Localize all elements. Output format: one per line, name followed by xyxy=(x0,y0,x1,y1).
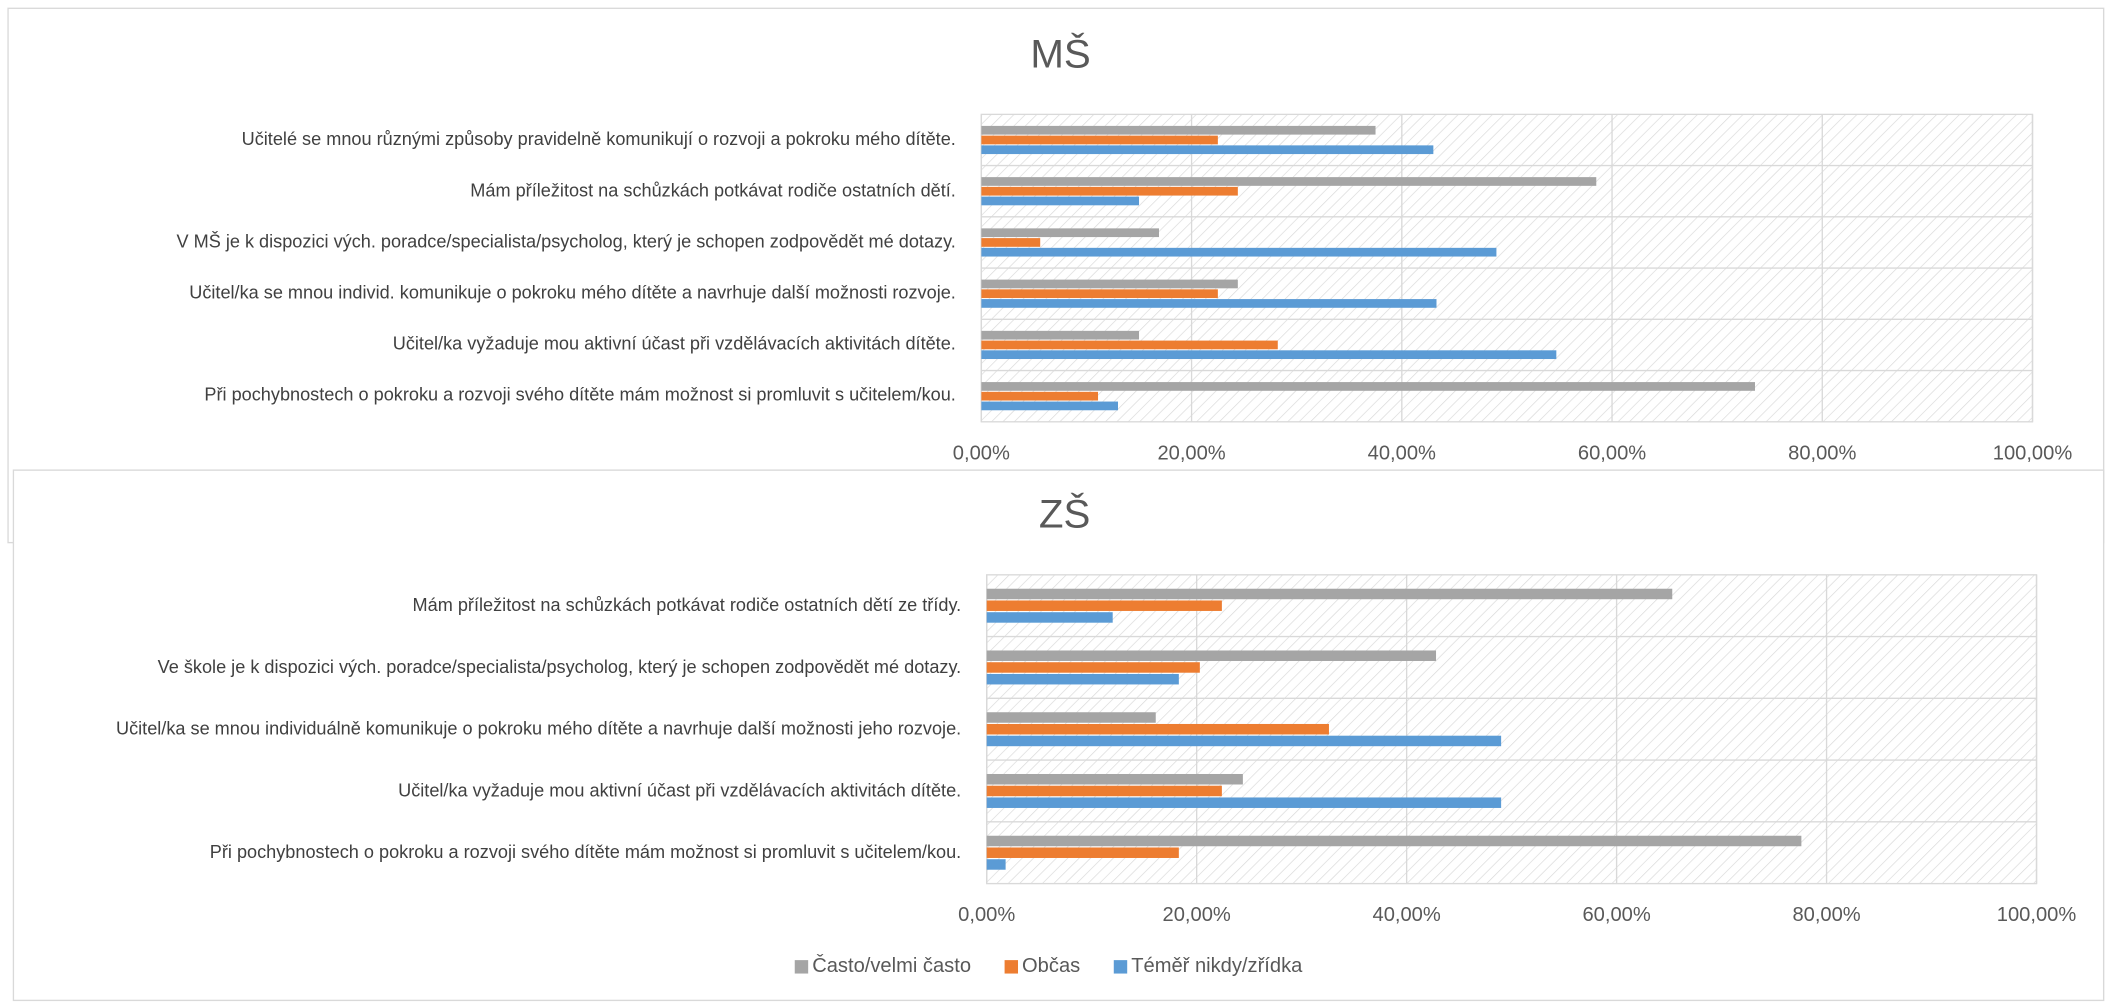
bar xyxy=(986,735,1502,747)
y-tick-label: Při pochybnostech o pokroku a rozvoji sv… xyxy=(204,384,956,405)
bar xyxy=(986,797,1502,808)
legend-swatch xyxy=(1004,960,1019,974)
bar xyxy=(981,299,1437,308)
y-tick-label-box: Při pochybnostech o pokroku a rozvoji sv… xyxy=(27,822,961,884)
bar xyxy=(981,177,1597,186)
bar xyxy=(981,340,1278,350)
y-tick-label: Mám příležitost na schůzkách potkávat ro… xyxy=(470,179,956,201)
bar xyxy=(981,391,1099,401)
x-tick-label: 20,00% xyxy=(1157,442,1225,464)
bar xyxy=(986,662,1200,673)
bar xyxy=(981,228,1159,238)
bar xyxy=(981,401,1118,411)
y-tick-label-wrap: Učitel/ka se mnou individ. komunikuje o … xyxy=(8,268,956,319)
bar xyxy=(986,773,1243,785)
legend-label: Občas xyxy=(1022,955,1080,977)
chart-title: ZŠ xyxy=(1039,492,1090,537)
x-tick-label: 0,00% xyxy=(953,442,1010,464)
bar xyxy=(981,330,1140,340)
y-tick-label-wrap: Učitel/ka vyžaduje mou aktivní účast při… xyxy=(27,760,961,822)
bar xyxy=(986,588,1673,600)
y-tick-label: Učitel/ka vyžaduje mou aktivní účast při… xyxy=(398,779,962,800)
bar xyxy=(986,847,1179,858)
x-tick-label: 80,00% xyxy=(1792,904,1860,926)
y-tick-label-box: Učitel/ka vyžaduje mou aktivní účast při… xyxy=(8,319,956,370)
y-tick-label: Učitel/ka vyžaduje mou aktivní účast při… xyxy=(392,333,956,354)
y-tick-label: Učitel/ka se mnou individuálně komunikuj… xyxy=(115,717,962,739)
legend-label: Téměř nikdy/zřídka xyxy=(1131,955,1303,977)
y-tick-label-box: Mám příležitost na schůzkách potkávat ro… xyxy=(27,575,962,637)
y-tick-label-wrap: Učitel/ka se mnou individuálně komunikuj… xyxy=(27,698,961,760)
bar xyxy=(986,835,1802,847)
bar xyxy=(986,723,1329,735)
y-tick-label-box: Ve škole je k dispozici vých. poradce/sp… xyxy=(27,637,962,699)
bar xyxy=(986,673,1179,685)
x-tick-label: 80,00% xyxy=(1788,442,1856,464)
y-tick-label-wrap: V MŠ je k dispozici vých. poradce/specia… xyxy=(8,217,956,268)
y-tick-label-box: Učitel/ka vyžaduje mou aktivní účast při… xyxy=(27,760,961,822)
y-tick-label: V MŠ je k dispozici vých. poradce/specia… xyxy=(176,231,956,252)
y-tick-label-wrap: Učitelé se mnou různými způsoby pravidel… xyxy=(8,114,956,165)
bar xyxy=(981,289,1218,299)
y-tick-label: Mám příležitost na schůzkách potkávat ro… xyxy=(412,594,962,615)
y-tick-label-wrap: Při pochybnostech o pokroku a rozvoji sv… xyxy=(8,371,956,422)
x-tick-label: 40,00% xyxy=(1373,904,1441,926)
y-tick-label-wrap: Při pochybnostech o pokroku a rozvoji sv… xyxy=(27,822,961,884)
x-tick-label: 20,00% xyxy=(1163,904,1231,926)
y-tick-label-wrap: Mám příležitost na schůzkách potkávat ro… xyxy=(27,575,962,637)
x-tick-label: 100,00% xyxy=(1993,442,2073,464)
bar xyxy=(981,238,1041,247)
bar xyxy=(986,712,1156,723)
y-tick-label-box: Učitel/ka se mnou individuálně komunikuj… xyxy=(27,698,961,760)
chart-title: MŠ xyxy=(1030,31,1090,76)
x-tick-label: 40,00% xyxy=(1368,442,1436,464)
bar xyxy=(981,382,1756,391)
bar xyxy=(981,196,1140,206)
y-tick-label-box: Učitel/ka se mnou individ. komunikuje o … xyxy=(8,268,956,319)
bar xyxy=(986,785,1222,797)
y-tick-label-wrap: Učitel/ka vyžaduje mou aktivní účast při… xyxy=(8,319,956,370)
y-tick-label-box: V MŠ je k dispozici vých. poradce/specia… xyxy=(8,217,956,268)
bar xyxy=(981,247,1497,257)
bar xyxy=(981,186,1238,196)
bar xyxy=(981,135,1218,145)
y-tick-label-box: Při pochybnostech o pokroku a rozvoji sv… xyxy=(8,371,956,422)
x-tick-label: 60,00% xyxy=(1578,442,1646,464)
legend-label: Často/velmi často xyxy=(812,954,971,977)
x-tick-label: 100,00% xyxy=(1997,904,2077,926)
y-tick-label: Učitelé se mnou různými způsoby pravidel… xyxy=(241,128,956,149)
legend-swatch xyxy=(1113,960,1128,974)
x-tick-label: 0,00% xyxy=(958,904,1015,926)
bar xyxy=(981,279,1238,289)
bar xyxy=(986,600,1222,611)
bar xyxy=(981,145,1434,155)
y-tick-label-box: Učitelé se mnou různými způsoby pravidel… xyxy=(8,114,956,165)
y-tick-label: Ve škole je k dispozici vých. poradce/sp… xyxy=(157,656,962,677)
bar xyxy=(981,350,1557,360)
y-tick-label: Při pochybnostech o pokroku a rozvoji sv… xyxy=(209,841,962,862)
bar xyxy=(981,125,1376,135)
x-tick-label: 60,00% xyxy=(1582,904,1650,926)
y-tick-label-box: Mám příležitost na schůzkách potkávat ro… xyxy=(8,166,956,217)
legend-swatch xyxy=(794,960,809,974)
y-tick-label-wrap: Ve škole je k dispozici vých. poradce/sp… xyxy=(27,637,962,699)
bar xyxy=(986,650,1437,661)
bar xyxy=(986,859,1006,870)
bar xyxy=(986,612,1113,623)
y-tick-label: Učitel/ka se mnou individ. komunikuje o … xyxy=(189,282,956,303)
y-tick-label-wrap: Mám příležitost na schůzkách potkávat ro… xyxy=(8,166,956,217)
